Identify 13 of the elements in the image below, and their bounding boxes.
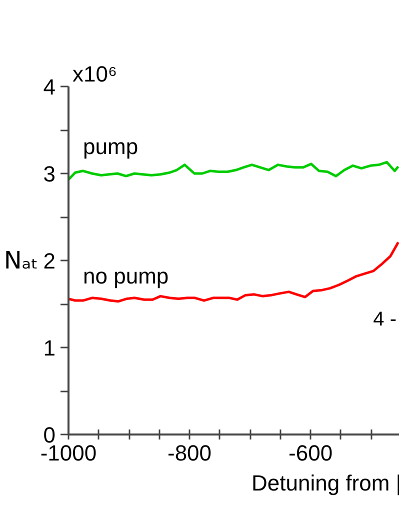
y-tick-label: 3: [43, 162, 56, 186]
y-axis-title: Nₐₜ: [4, 246, 38, 274]
y-tick-label: 4: [43, 74, 56, 100]
line-series: [68, 160, 399, 181]
annotation: x10⁶: [72, 62, 118, 86]
y-tick-label: 1: [43, 336, 56, 360]
annotation: 4 -: [373, 308, 397, 331]
x-tick-label: -800: [168, 440, 212, 466]
y-tick-label: 2: [43, 248, 56, 274]
x-tick-label: -600: [288, 440, 333, 466]
series-label: pump: [83, 134, 138, 159]
series-label: no pump: [83, 264, 169, 289]
line-series: [68, 240, 399, 303]
